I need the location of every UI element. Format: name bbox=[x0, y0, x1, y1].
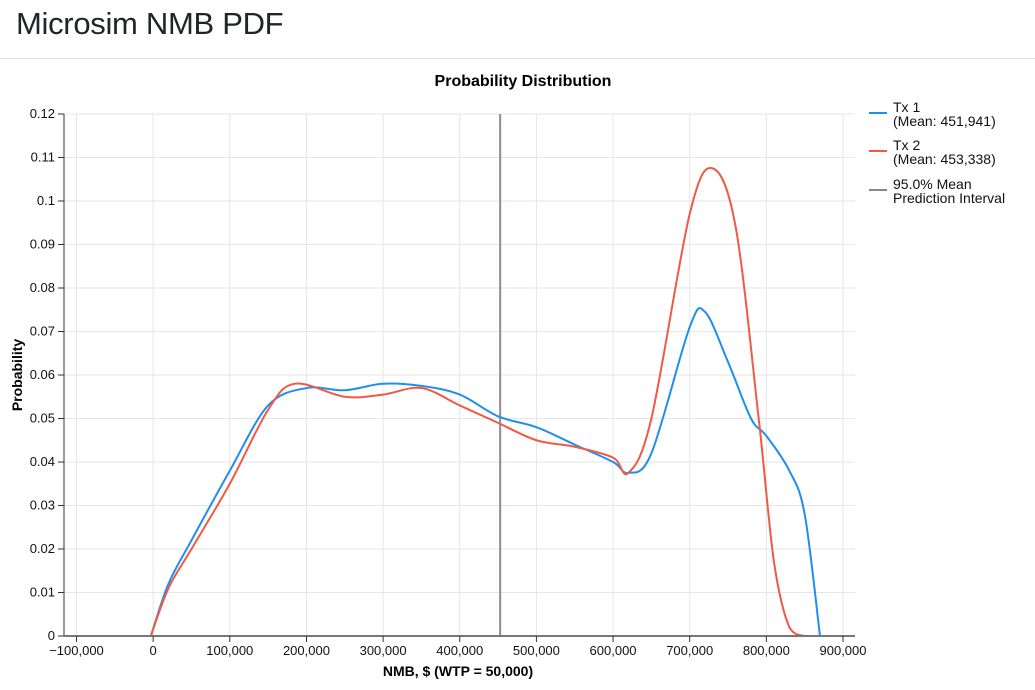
y-tick-label: 0.01 bbox=[30, 585, 55, 600]
legend-mean-tx2: (Mean: 453,338) bbox=[893, 151, 996, 167]
page-title: Microsim NMB PDF bbox=[16, 6, 284, 41]
probability-distribution-chart: Probability Distribution −100,000 0 100,00… bbox=[9, 73, 1005, 679]
axes: −100,000 0 100,000 200,000 300,000 400,000 500… bbox=[30, 106, 867, 658]
y-tick-label: 0.08 bbox=[30, 280, 55, 295]
tx1-line bbox=[149, 306, 821, 637]
y-tick-label: 0.07 bbox=[30, 324, 55, 339]
y-tick-label: 0 bbox=[48, 628, 55, 643]
legend: Tx 1 (Mean: 451,941) Tx 2 (Mean: 453,338… bbox=[869, 99, 1005, 206]
legend-mean-tx1: (Mean: 451,941) bbox=[893, 113, 996, 129]
y-tick-label: 0.05 bbox=[30, 411, 55, 426]
x-tick-label: 500,000 bbox=[513, 643, 560, 658]
y-axis-title: Probability bbox=[9, 339, 25, 412]
x-tick-label: 400,000 bbox=[436, 643, 483, 658]
x-axis-title: NMB, $ (WTP = 50,000) bbox=[383, 663, 533, 679]
legend-item-tx2[interactable]: Tx 2 (Mean: 453,338) bbox=[869, 137, 996, 167]
y-tick-label: 0.12 bbox=[30, 106, 55, 121]
x-tick-label: 600,000 bbox=[590, 643, 637, 658]
tx2-line bbox=[149, 167, 821, 637]
y-tick-label: 0.06 bbox=[30, 367, 55, 382]
legend-label-interval-line1: 95.0% Mean bbox=[893, 176, 972, 192]
legend-label-interval-line2: Prediction Interval bbox=[893, 190, 1005, 206]
x-tick-label: 700,000 bbox=[666, 643, 713, 658]
y-tick-label: 0.03 bbox=[30, 498, 55, 513]
x-tick-label: 0 bbox=[150, 643, 157, 658]
page-header: Microsim NMB PDF bbox=[0, 0, 1035, 59]
x-tick-label: −100,000 bbox=[49, 643, 104, 658]
series-lines bbox=[149, 114, 821, 637]
legend-label-tx2: Tx 2 bbox=[893, 137, 920, 153]
legend-item-tx1[interactable]: Tx 1 (Mean: 451,941) bbox=[869, 99, 996, 129]
chart-title: Probability Distribution bbox=[435, 73, 612, 90]
chart-container: Probability Distribution −100,000 0 100,00… bbox=[0, 59, 1035, 685]
y-tick-label: 0.1 bbox=[37, 193, 55, 208]
x-tick-label: 100,000 bbox=[206, 643, 253, 658]
y-tick-label: 0.04 bbox=[30, 454, 55, 469]
y-tick-label: 0.09 bbox=[30, 237, 55, 252]
y-tick-label: 0.02 bbox=[30, 541, 55, 556]
x-tick-label: 200,000 bbox=[283, 643, 330, 658]
x-tick-label: 800,000 bbox=[743, 643, 790, 658]
x-tick-label: 900,000 bbox=[820, 643, 867, 658]
legend-label-tx1: Tx 1 bbox=[893, 99, 920, 115]
legend-item-prediction-interval[interactable]: 95.0% Mean Prediction Interval bbox=[869, 176, 1005, 206]
y-tick-label: 0.11 bbox=[31, 150, 55, 165]
x-tick-label: 300,000 bbox=[360, 643, 407, 658]
